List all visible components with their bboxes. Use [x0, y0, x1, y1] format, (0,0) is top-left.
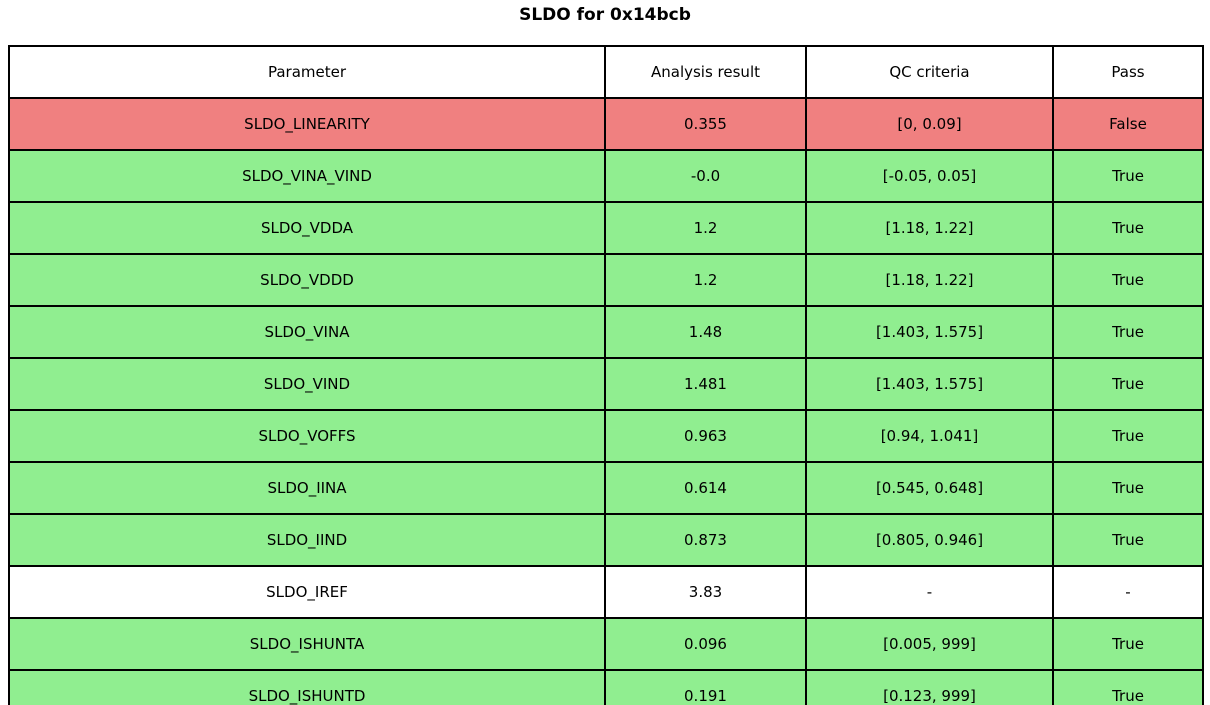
table-row: SLDO_VINA_VIND -0.0 [-0.05, 0.05] True [8, 149, 1204, 203]
qc-criteria-cell: [0, 0.09] [805, 97, 1054, 151]
qc-criteria-cell: [0.94, 1.041] [805, 409, 1054, 463]
parameter-cell: SLDO_ISHUNTD [8, 669, 606, 705]
analysis-result-cell: 1.48 [604, 305, 807, 359]
analysis-result-cell: 0.614 [604, 461, 807, 515]
qc-criteria-cell: [0.005, 999] [805, 617, 1054, 671]
analysis-result-cell: 0.355 [604, 97, 807, 151]
parameter-cell: SLDO_VINA_VIND [8, 149, 606, 203]
analysis-result-cell: 1.2 [604, 253, 807, 307]
column-header-qc-criteria: QC criteria [805, 45, 1054, 99]
pass-cell: True [1052, 357, 1204, 411]
pass-cell: True [1052, 461, 1204, 515]
pass-cell: True [1052, 253, 1204, 307]
qc-criteria-cell: [0.123, 999] [805, 669, 1054, 705]
column-header-pass: Pass [1052, 45, 1204, 99]
pass-cell: - [1052, 565, 1204, 619]
table-row: SLDO_VOFFS 0.963 [0.94, 1.041] True [8, 409, 1204, 463]
table-row: SLDO_VIND 1.481 [1.403, 1.575] True [8, 357, 1204, 411]
analysis-result-cell: 0.873 [604, 513, 807, 567]
pass-cell: True [1052, 149, 1204, 203]
parameter-cell: SLDO_VDDA [8, 201, 606, 255]
parameter-cell: SLDO_VIND [8, 357, 606, 411]
table-row: SLDO_ISHUNTD 0.191 [0.123, 999] True [8, 669, 1204, 705]
table-row: SLDO_LINEARITY 0.355 [0, 0.09] False [8, 97, 1204, 151]
qc-criteria-cell: [1.18, 1.22] [805, 201, 1054, 255]
parameter-cell: SLDO_VDDD [8, 253, 606, 307]
table-row: SLDO_IINA 0.614 [0.545, 0.648] True [8, 461, 1204, 515]
parameter-cell: SLDO_ISHUNTA [8, 617, 606, 671]
analysis-result-cell: 0.096 [604, 617, 807, 671]
column-header-parameter: Parameter [8, 45, 606, 99]
parameter-cell: SLDO_IREF [8, 565, 606, 619]
pass-cell: True [1052, 305, 1204, 359]
pass-cell: True [1052, 669, 1204, 705]
parameter-cell: SLDO_IINA [8, 461, 606, 515]
qc-results-table: Parameter Analysis result QC criteria Pa… [8, 45, 1204, 705]
parameter-cell: SLDO_VINA [8, 305, 606, 359]
qc-criteria-cell: [1.18, 1.22] [805, 253, 1054, 307]
pass-cell: True [1052, 201, 1204, 255]
pass-cell: True [1052, 617, 1204, 671]
analysis-result-cell: 0.963 [604, 409, 807, 463]
table-body: SLDO_LINEARITY 0.355 [0, 0.09] False SLD… [8, 97, 1204, 705]
table-row: SLDO_IREF 3.83 - - [8, 565, 1204, 619]
parameter-cell: SLDO_IIND [8, 513, 606, 567]
parameter-cell: SLDO_LINEARITY [8, 97, 606, 151]
analysis-result-cell: 1.2 [604, 201, 807, 255]
page-title: SLDO for 0x14bcb [519, 5, 691, 25]
table-header: Parameter Analysis result QC criteria Pa… [8, 45, 1204, 99]
qc-criteria-cell: [1.403, 1.575] [805, 305, 1054, 359]
qc-criteria-cell: [1.403, 1.575] [805, 357, 1054, 411]
analysis-result-cell: 1.481 [604, 357, 807, 411]
analysis-result-cell: 0.191 [604, 669, 807, 705]
pass-cell: True [1052, 513, 1204, 567]
parameter-cell: SLDO_VOFFS [8, 409, 606, 463]
qc-criteria-cell: [-0.05, 0.05] [805, 149, 1054, 203]
analysis-result-cell: -0.0 [604, 149, 807, 203]
header-row: Parameter Analysis result QC criteria Pa… [8, 45, 1204, 99]
table-row: SLDO_IIND 0.873 [0.805, 0.946] True [8, 513, 1204, 567]
qc-criteria-cell: - [805, 565, 1054, 619]
qc-criteria-cell: [0.805, 0.946] [805, 513, 1054, 567]
table-row: SLDO_VINA 1.48 [1.403, 1.575] True [8, 305, 1204, 359]
pass-cell: True [1052, 409, 1204, 463]
pass-cell: False [1052, 97, 1204, 151]
analysis-result-cell: 3.83 [604, 565, 807, 619]
column-header-analysis-result: Analysis result [604, 45, 807, 99]
table-row: SLDO_VDDA 1.2 [1.18, 1.22] True [8, 201, 1204, 255]
table-row: SLDO_ISHUNTA 0.096 [0.005, 999] True [8, 617, 1204, 671]
qc-criteria-cell: [0.545, 0.648] [805, 461, 1054, 515]
table-row: SLDO_VDDD 1.2 [1.18, 1.22] True [8, 253, 1204, 307]
